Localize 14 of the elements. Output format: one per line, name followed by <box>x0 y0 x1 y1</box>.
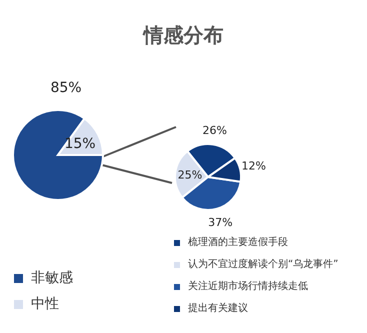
data-label: 37% <box>208 216 233 229</box>
data-label: 15% <box>64 136 96 152</box>
legend-label: 梳理酒的主要造假手段 <box>188 236 288 250</box>
pie-slice <box>12 109 104 201</box>
legend-label: 提出有关建议 <box>188 302 248 316</box>
data-label: 25% <box>178 168 202 182</box>
legend-label: 关注近期市场行情持续走低 <box>188 280 308 294</box>
legend-label: 中性 <box>31 295 59 314</box>
legend-label: 非敏感 <box>31 269 73 288</box>
data-label: 85% <box>50 80 82 96</box>
legend-label: 认为不宜过度解读个别“乌龙事件” <box>188 258 338 272</box>
data-label: 26% <box>202 124 227 137</box>
data-label: 12% <box>241 160 266 173</box>
text: 情感分布 <box>142 22 224 49</box>
